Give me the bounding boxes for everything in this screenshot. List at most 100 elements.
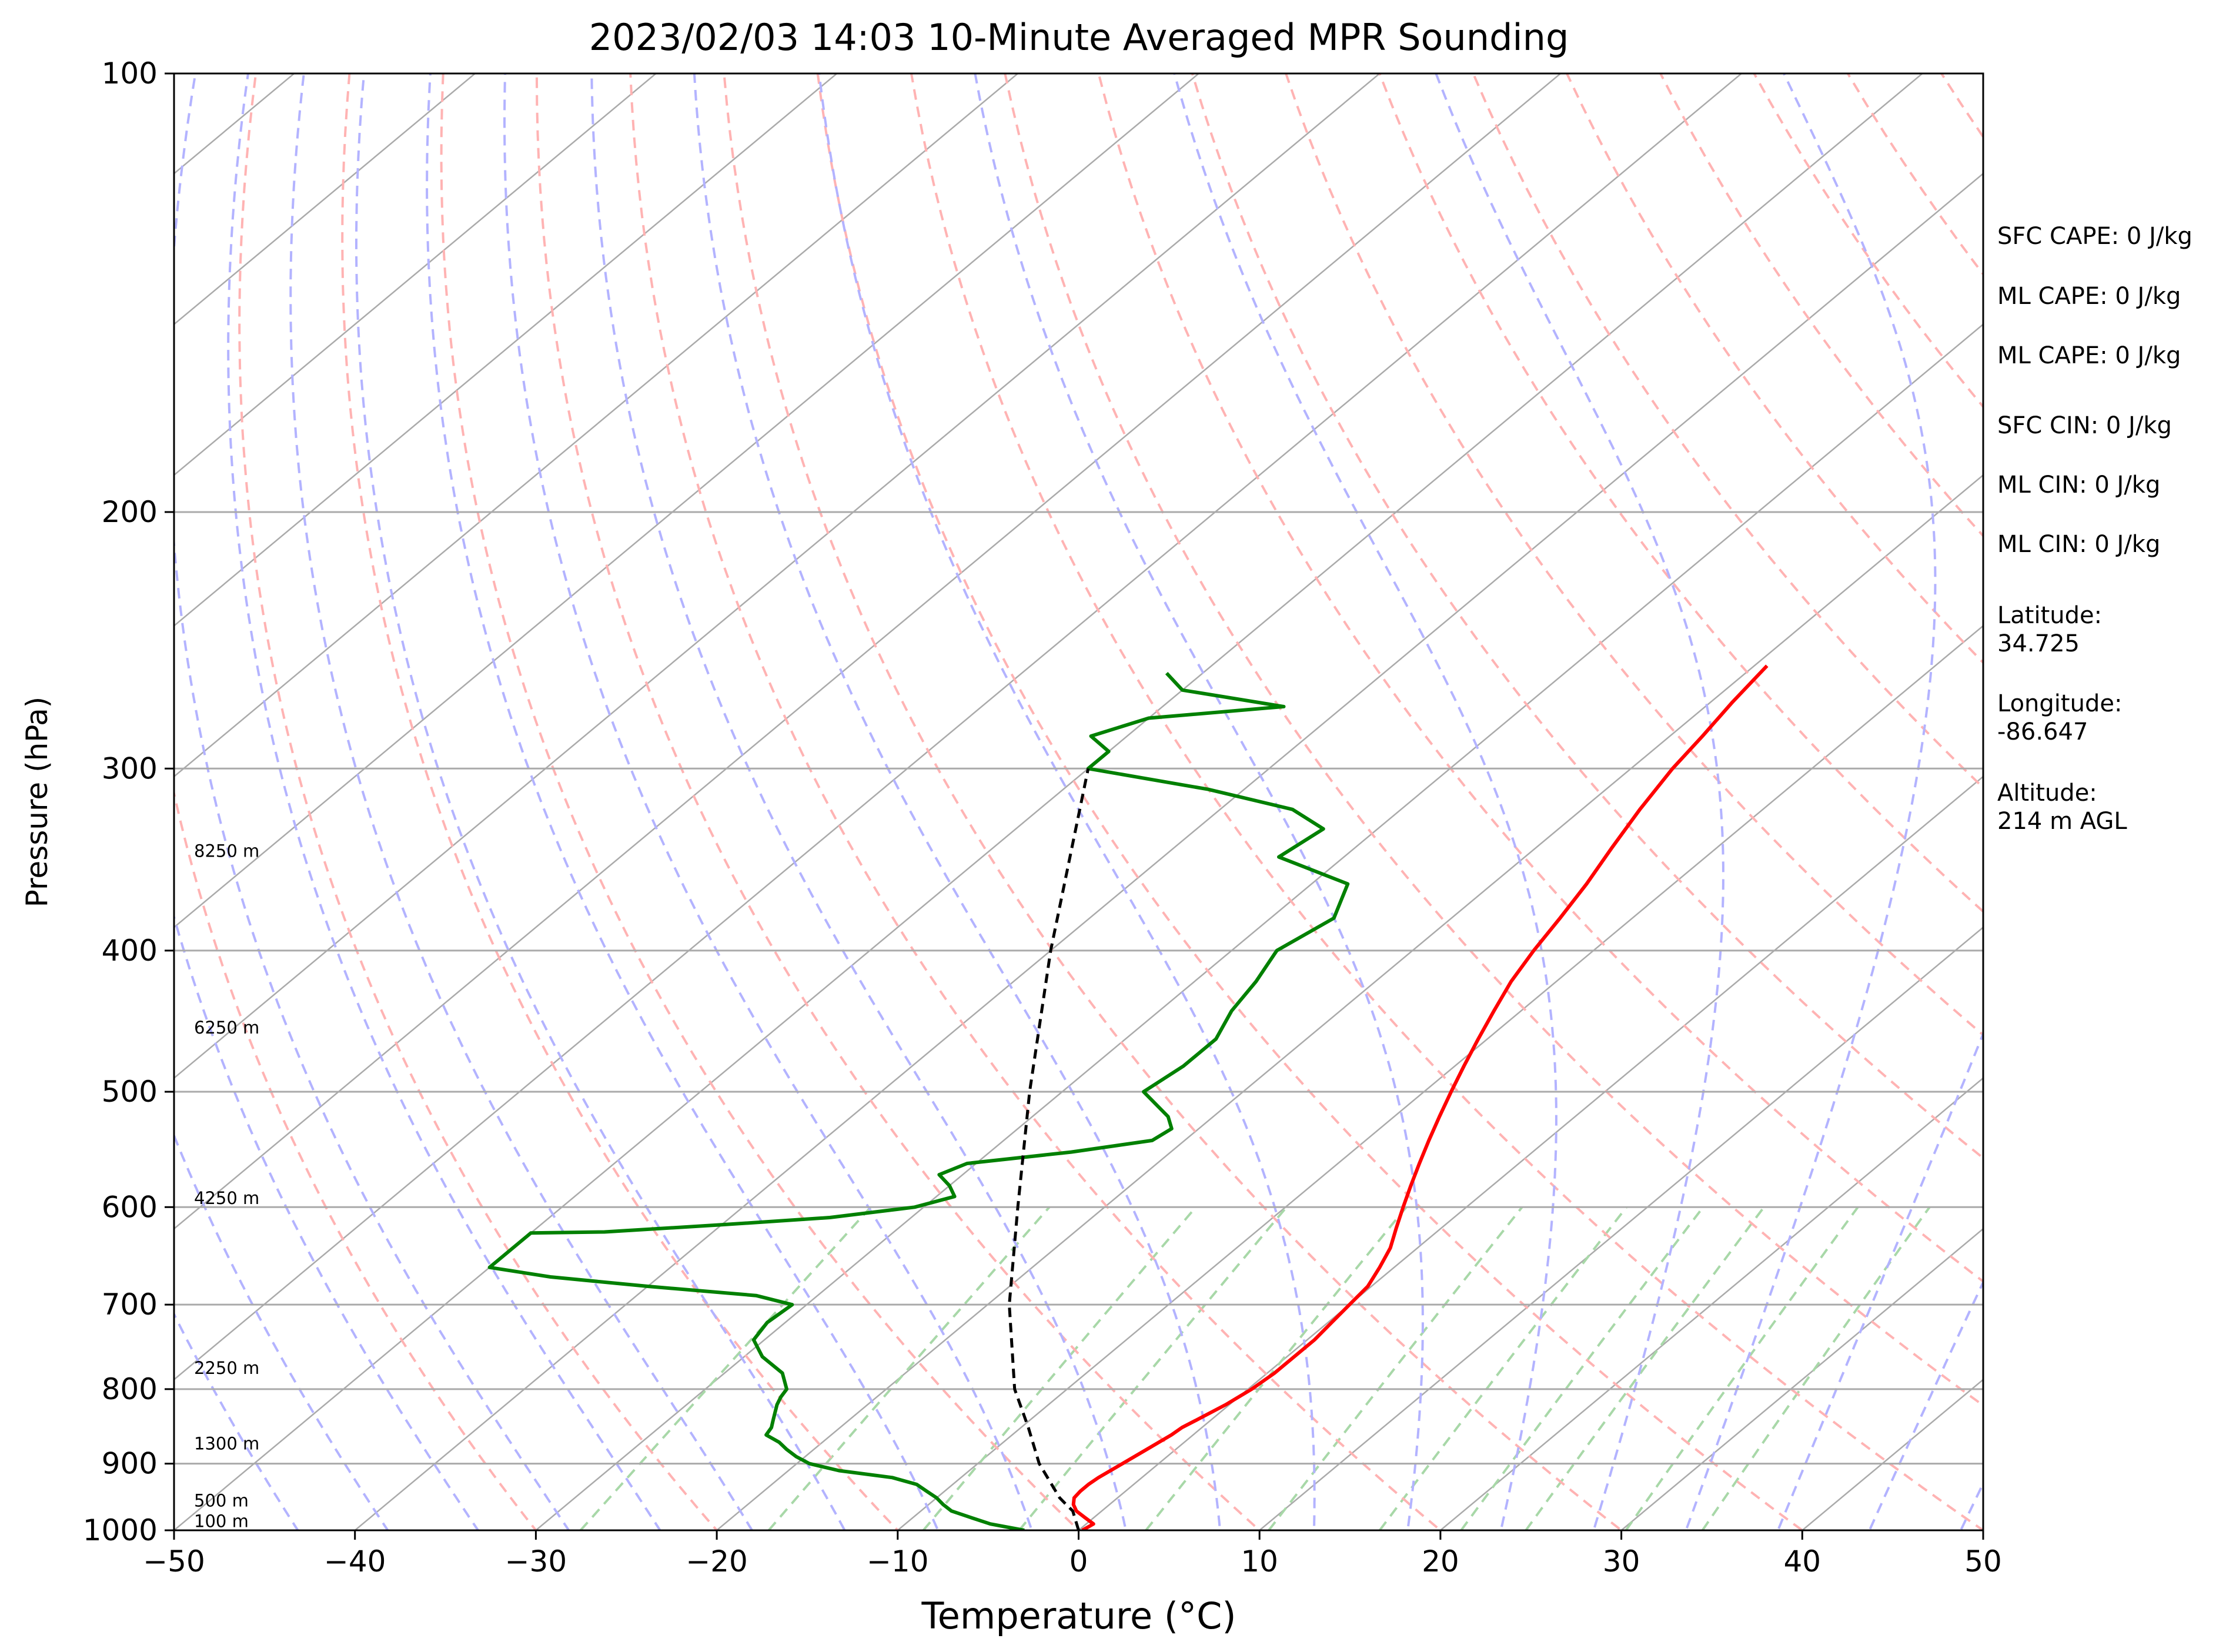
height-label: 100 m xyxy=(194,1511,249,1531)
moist-adiabat-line xyxy=(289,73,754,1530)
x-tick-label: 50 xyxy=(1964,1544,2002,1579)
dewpoint-trace xyxy=(487,671,1350,1530)
height-label: 8250 m xyxy=(194,841,259,861)
y-tick-label: 200 xyxy=(102,495,158,529)
latitude-value: 34.725 xyxy=(1997,630,2080,657)
moist-adiabats xyxy=(174,73,1983,1530)
dry-adiabat-line xyxy=(341,73,900,1530)
isotherm-line xyxy=(174,73,1381,1079)
isotherm-line xyxy=(353,172,1983,1530)
isotherm-line xyxy=(174,73,1924,1530)
altitude-label: Altitude: xyxy=(1997,780,2097,807)
x-tick-label: −10 xyxy=(867,1544,929,1579)
longitude-label: Longitude: xyxy=(1997,690,2122,717)
y-tick-label: 400 xyxy=(102,934,158,968)
dry-adiabat-line xyxy=(535,73,1262,1530)
latitude-label: Latitude: xyxy=(1997,602,2102,629)
x-axis-ticks: −50 −40 −30 −20 −10 0 10 20 30 40 50 xyxy=(143,1530,2002,1579)
dry-adiabats xyxy=(174,41,2226,1561)
y-tick-label: 300 xyxy=(102,751,158,785)
plot-area xyxy=(174,73,1983,1530)
dry-adiabat-line xyxy=(238,73,718,1530)
dry-adiabat-line xyxy=(174,788,537,1530)
isotherm-line xyxy=(174,73,657,476)
x-tick-label: 30 xyxy=(1603,1544,1640,1579)
ml-cape-text: ML CAPE: 0 J/kg xyxy=(1997,283,2181,310)
moist-adiabat-line xyxy=(503,73,1033,1530)
x-axis-label: Temperature (°C) xyxy=(921,1594,1236,1637)
height-label: 2250 m xyxy=(194,1358,259,1378)
y-axis-ticks: 100 200 300 400 500 600 700 800 900 1000 xyxy=(83,56,174,1547)
y-tick-label: 600 xyxy=(102,1190,158,1224)
dry-adiabat-line xyxy=(910,73,1983,1530)
y-tick-label: 700 xyxy=(102,1288,158,1322)
moist-adiabat-line xyxy=(1684,73,1937,1530)
moist-adiabat-line xyxy=(174,913,480,1530)
ml-cape-text-2: ML CAPE: 0 J/kg xyxy=(1997,342,2181,369)
x-tick-label: 10 xyxy=(1241,1544,1278,1579)
dry-adiabat-line xyxy=(723,73,1623,1530)
stats-panel: SFC CAPE: 0 J/kg ML CAPE: 0 J/kg ML CAPE… xyxy=(1997,223,2192,835)
moist-adiabat-line xyxy=(1435,73,1724,1530)
dry-adiabat-line xyxy=(2198,41,2226,1561)
mixing-ratio-line xyxy=(1625,1206,1859,1530)
x-tick-label: −30 xyxy=(505,1544,567,1579)
moist-adiabat-line xyxy=(693,73,1222,1530)
isotherm-line xyxy=(174,73,1562,1230)
y-tick-label: 500 xyxy=(102,1075,158,1109)
sfc-cape-text: SFC CAPE: 0 J/kg xyxy=(1997,223,2192,250)
x-tick-label: −50 xyxy=(143,1544,205,1579)
isotherm-line xyxy=(174,73,1200,928)
sfc-cin-text: SFC CIN: 0 J/kg xyxy=(1997,412,2172,439)
dry-adiabat-line xyxy=(1191,73,1983,1160)
parcel-trace xyxy=(1008,768,1090,1530)
isotherm-line xyxy=(174,73,838,627)
mixing-ratio-line xyxy=(1701,1206,1931,1530)
chart-title: 2023/02/03 14:03 10-Minute Averaged MPR … xyxy=(589,16,1569,59)
isotherm-line xyxy=(174,73,1020,778)
dry-adiabat-line xyxy=(629,73,1443,1530)
dry-adiabat-line xyxy=(816,73,1804,1530)
isotherm-line xyxy=(2127,41,2226,1561)
moist-adiabat-line xyxy=(1776,1031,1983,1530)
mixing-ratio-line xyxy=(579,1206,872,1530)
dry-adiabat-line xyxy=(2106,41,2226,1561)
y-tick-label: 1000 xyxy=(83,1513,158,1547)
isotherm-line xyxy=(1439,1077,1983,1530)
y-axis-label: Pressure (hPa) xyxy=(20,697,54,908)
longitude-value: -86.647 xyxy=(1997,718,2088,745)
isotherm-line xyxy=(174,73,476,326)
moist-adiabat-line xyxy=(1868,1279,1983,1530)
x-tick-label: −20 xyxy=(686,1544,748,1579)
x-tick-label: −40 xyxy=(324,1544,386,1579)
y-tick-label: 900 xyxy=(102,1447,158,1481)
moist-adiabat-line xyxy=(1173,73,1557,1530)
height-label: 4250 m xyxy=(194,1188,259,1208)
dry-adiabat-line xyxy=(1472,73,1983,790)
y-tick-label: 800 xyxy=(102,1372,158,1406)
x-tick-label: 20 xyxy=(1422,1544,1459,1579)
isobar-gridlines xyxy=(174,73,1983,1530)
moist-adiabat-line xyxy=(818,73,1316,1530)
isotherm-line xyxy=(1620,1228,1983,1530)
skewed-isotherms xyxy=(174,41,2226,1561)
height-label: 500 m xyxy=(194,1490,249,1510)
sounding-series xyxy=(487,664,1769,1530)
mixing-ratio-line xyxy=(1460,1206,1704,1530)
temperature-trace xyxy=(1071,664,1769,1530)
isotherm-line xyxy=(534,323,1983,1530)
moist-adiabat-line xyxy=(426,73,940,1530)
moist-adiabat-line xyxy=(174,73,570,1530)
x-tick-label: 0 xyxy=(1069,1544,1088,1579)
ml-cin-text-2: ML CIN: 0 J/kg xyxy=(1997,531,2160,558)
y-tick-label: 100 xyxy=(102,56,158,91)
x-tick-label: 40 xyxy=(1783,1544,1821,1579)
dry-adiabat-line xyxy=(440,73,1081,1530)
altitude-value: 214 m AGL xyxy=(1997,808,2127,835)
ml-cin-text: ML CIN: 0 J/kg xyxy=(1997,471,2160,499)
isotherm-line xyxy=(716,474,1983,1530)
height-label: 6250 m xyxy=(194,1018,259,1038)
moist-adiabat-line xyxy=(355,73,846,1530)
isotherm-line xyxy=(174,73,1743,1381)
